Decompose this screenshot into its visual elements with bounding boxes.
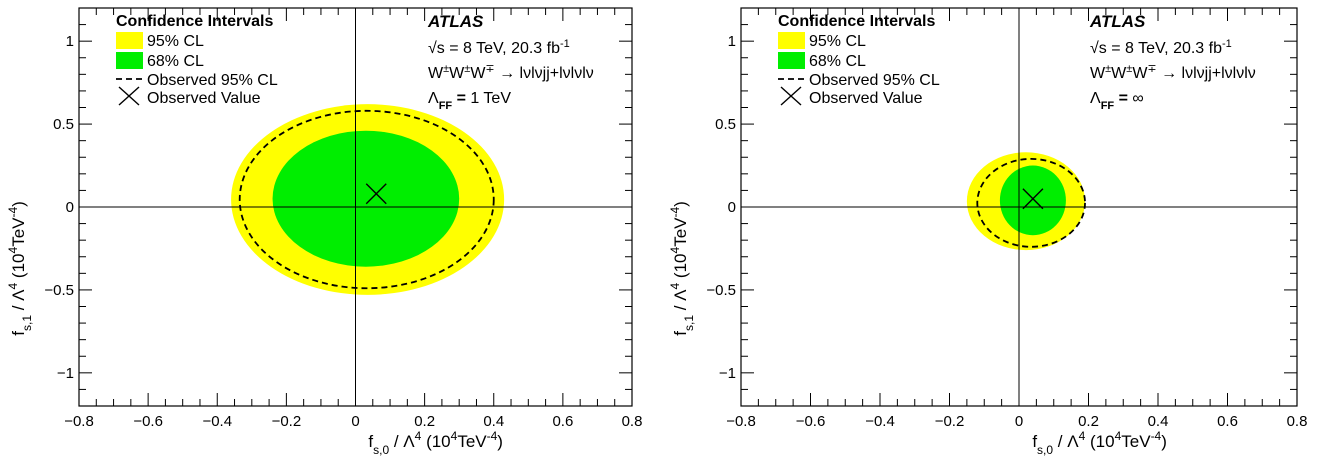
marker-stroke <box>1022 188 1044 210</box>
annotations: ATLAS √s = 8 TeV, 20.3 fb-1 W±W±W∓ → lνlνj… <box>427 12 594 112</box>
cl68-region <box>272 130 460 267</box>
legend-label-observed-95: Observed 95% CL <box>809 72 940 89</box>
x-tick-label: 0.8 <box>1287 413 1308 430</box>
y-tick-label: 1 <box>728 33 736 50</box>
y-tick-label: −0.5 <box>706 282 736 299</box>
process-label: W±W±W∓ → lνlνjj+lνlνlν <box>428 63 594 82</box>
x-tick-label: 0.8 <box>622 413 643 430</box>
legend-swatch-cl95 <box>116 32 143 49</box>
legend-title: Confidence Intervals <box>778 13 935 30</box>
y-tick-label: 0 <box>728 199 736 216</box>
y-axis-title: fs,1 / Λ4 (104TeV-4) <box>668 201 696 336</box>
x-tick-label: 0.4 <box>483 413 504 430</box>
y-tick-label: −1 <box>57 365 74 382</box>
y-tick-label: −0.5 <box>44 282 74 299</box>
legend-label-cl68: 68% CL <box>147 53 204 70</box>
x-tick-label: −0.8 <box>726 413 756 430</box>
legend-label-cl68: 68% CL <box>809 53 866 70</box>
legend-swatch-cl68 <box>116 52 143 69</box>
x-tick-label: 0 <box>351 413 359 430</box>
legend-swatch-observed-value <box>780 86 802 106</box>
x-axis-title: fs,0 / Λ4 (104TeV-4) <box>368 429 503 457</box>
x-tick-label: 0 <box>1015 413 1023 430</box>
legend-title: Confidence Intervals <box>116 13 273 30</box>
atlas-label: ATLAS <box>427 12 484 31</box>
energy-lumi-label: √s = 8 TeV, 20.3 fb-1 <box>428 38 570 57</box>
x-tick-label: −0.6 <box>133 413 163 430</box>
legend-swatch-observed-value <box>118 86 140 106</box>
x-tick-label: −0.4 <box>865 413 895 430</box>
x-tick-label: −0.4 <box>202 413 232 430</box>
x-tick-label: 0.2 <box>1078 413 1099 430</box>
x-tick-label: −0.2 <box>935 413 965 430</box>
observed-95-contour <box>238 109 495 290</box>
x-tick-label: −0.8 <box>64 413 94 430</box>
x-tick-label: 0.4 <box>1148 413 1169 430</box>
legend-label-cl95: 95% CL <box>809 33 866 50</box>
y-tick-label: 0 <box>66 199 74 216</box>
x-tick-label: −0.2 <box>272 413 302 430</box>
y-tick-label: −1 <box>719 365 736 382</box>
y-axis-title: fs,1 / Λ4 (104TeV-4) <box>6 201 34 336</box>
x-tick-label: 0.6 <box>1217 413 1238 430</box>
legend-label-observed-value: Observed Value <box>809 90 923 107</box>
x-tick-label: −0.6 <box>796 413 826 430</box>
y-tick-label: 1 <box>66 33 74 50</box>
cutoff-label: ΛFF = ∞ <box>1090 90 1144 112</box>
cl68-region <box>999 165 1066 236</box>
observed-value-marker <box>365 183 387 205</box>
energy-lumi-label: √s = 8 TeV, 20.3 fb-1 <box>1090 38 1232 57</box>
atlas-label: ATLAS <box>1089 12 1146 31</box>
chart-panel-1: −0.8 −0.6 −0.4 −0.2 0 0.2 0.4 0.6 0.8 −1 −0.5 0 0.5 1… <box>6 7 643 457</box>
legend-label-cl95: 95% CL <box>147 33 204 50</box>
observed-95-contour <box>976 158 1086 248</box>
marker-stroke <box>365 183 387 205</box>
x-axis-title: fs,0 / Λ4 (104TeV-4) <box>1032 429 1167 457</box>
legend: Confidence Intervals 95% CL 68% CL Observed… <box>778 13 940 107</box>
x-tick-label: 0.6 <box>552 413 573 430</box>
y-tick-label: 0.5 <box>715 116 736 133</box>
legend: Confidence Intervals 95% CL 68% CL Observed… <box>116 13 278 107</box>
legend-swatch-cl68 <box>778 52 805 69</box>
legend-label-observed-95: Observed 95% CL <box>147 72 278 89</box>
observed-value-marker <box>1022 188 1044 210</box>
chart-panel-2: −0.8 −0.6 −0.4 −0.2 0 0.2 0.4 0.6 0.8 −1 −0.5 0 0.5 1… <box>668 7 1308 457</box>
process-label: W±W±W∓ → lνlνjj+lνlνlν <box>1090 63 1256 82</box>
annotations: ATLAS √s = 8 TeV, 20.3 fb-1 W±W±W∓ → lνlνj… <box>1089 12 1256 112</box>
legend-label-observed-value: Observed Value <box>147 90 261 107</box>
legend-swatch-cl95 <box>778 32 805 49</box>
x-tick-label: 0.2 <box>414 413 435 430</box>
cutoff-label: ΛFF = 1 TeV <box>428 90 511 112</box>
y-tick-label: 0.5 <box>53 116 74 133</box>
